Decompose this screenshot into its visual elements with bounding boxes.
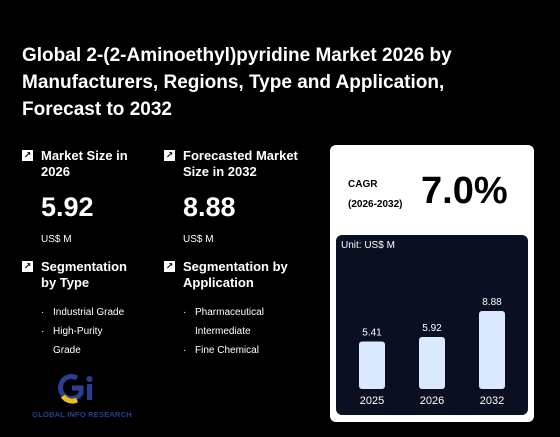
forecast-size-label: Forecasted Market Size in 2032	[183, 148, 298, 179]
market-size-label: Market Size in 2026	[41, 148, 128, 179]
bar-2032	[479, 311, 505, 389]
trend-arrow-icon: ↗	[164, 261, 175, 272]
segmentation-application-label: Segmentation by Application	[183, 259, 288, 290]
x-tick-label: 2025	[360, 395, 384, 407]
list-item: · Fine Chemical	[183, 345, 259, 356]
forecast-size-stat: ↗ Forecasted Market Size in 2032 8.88 US…	[164, 148, 313, 245]
cagr-value: 7.0%	[421, 170, 508, 212]
segmentation-type-label: Segmentation by Type	[41, 259, 127, 290]
market-size-value: 5.92	[41, 192, 94, 222]
segmentation-type: ↗ Segmentation by Type · Industrial Grade…	[22, 259, 152, 360]
chart-unit-label: Unit: US$ M	[341, 240, 395, 251]
cagr-label: CAGR (2026-2032)	[348, 179, 403, 210]
forecast-size-value: 8.88	[183, 192, 236, 222]
bar-value-label: 5.41	[362, 327, 382, 338]
page-title: Global 2-(2-Aminoethyl)pyridine Market 2…	[22, 45, 452, 120]
logo-mark-icon	[58, 374, 93, 404]
market-size-stat: ↗ Market Size in 2026 5.92 US$ M	[22, 148, 141, 245]
market-size-unit: US$ M	[41, 234, 72, 245]
bar-value-label: 8.88	[482, 297, 502, 308]
logo: GLOBAL INFO RESEARCH	[22, 374, 142, 419]
cagr-card: CAGR (2026-2032) 7.0% Unit: US$ M 5.41 20…	[330, 145, 534, 422]
segmentation-application: ↗ Segmentation by Application · Pharmaceu…	[164, 259, 304, 360]
list-item: · Industrial Grade	[41, 307, 125, 318]
list-item: · Pharmaceutical Intermediate	[183, 307, 264, 337]
x-tick-label: 2026	[420, 395, 444, 407]
bar-value-label: 5.92	[422, 323, 442, 334]
forecast-size-unit: US$ M	[183, 234, 214, 245]
trend-arrow-icon: ↗	[164, 150, 175, 161]
trend-arrow-icon: ↗	[22, 150, 33, 161]
bar-2026	[419, 337, 445, 389]
bar-chart-panel: Unit: US$ M 5.41 2025 5.92 2026 8.88 2032	[336, 235, 528, 415]
list-item: · High-Purity Grade	[41, 326, 103, 356]
trend-arrow-icon: ↗	[22, 261, 33, 272]
x-tick-label: 2032	[480, 395, 504, 407]
logo-text: GLOBAL INFO RESEARCH	[32, 410, 132, 419]
bar-2025	[359, 341, 385, 389]
bar-chart: 5.41 2025 5.92 2026 8.88 2032	[359, 297, 505, 407]
